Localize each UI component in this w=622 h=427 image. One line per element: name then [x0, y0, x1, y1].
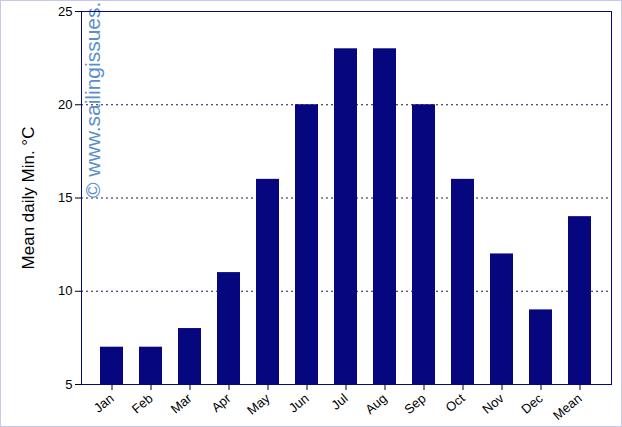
svg-text:Sep: Sep — [401, 391, 428, 417]
svg-text:Jan: Jan — [91, 391, 117, 416]
svg-text:20: 20 — [58, 97, 72, 112]
svg-text:Mean daily Min. °C: Mean daily Min. °C — [19, 127, 38, 270]
svg-text:Mar: Mar — [168, 390, 195, 416]
svg-text:Dec: Dec — [518, 390, 546, 417]
svg-text:Jul: Jul — [328, 390, 350, 412]
svg-text:© www.sailingissues.com: © www.sailingissues.com — [81, 1, 104, 198]
svg-text:Oct: Oct — [442, 390, 467, 415]
svg-text:May: May — [244, 390, 273, 418]
svg-text:5: 5 — [65, 377, 72, 392]
svg-text:Aug: Aug — [362, 391, 389, 417]
svg-text:Nov: Nov — [479, 390, 507, 417]
svg-text:25: 25 — [58, 4, 72, 19]
svg-text:Mean: Mean — [550, 391, 585, 423]
svg-text:Feb: Feb — [129, 391, 156, 417]
svg-text:15: 15 — [58, 190, 72, 205]
svg-text:Apr: Apr — [208, 390, 234, 415]
svg-text:10: 10 — [58, 283, 72, 298]
svg-text:Jun: Jun — [286, 391, 312, 416]
